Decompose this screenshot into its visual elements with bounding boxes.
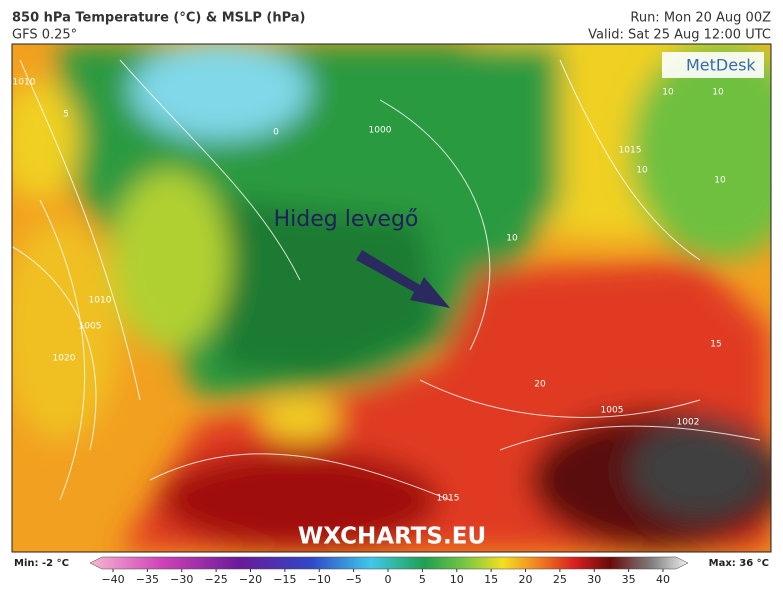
contour-label: 1015 bbox=[619, 146, 642, 156]
contour-label: 5 bbox=[63, 110, 69, 120]
contour-label: 10 bbox=[712, 88, 724, 98]
contour-label: 1005 bbox=[601, 406, 624, 416]
contour-label: 1015 bbox=[437, 494, 460, 504]
colorbar-tick-label: −40 bbox=[101, 573, 124, 586]
max-label: Max: 36 °C bbox=[709, 558, 769, 569]
contour-label: 20 bbox=[534, 380, 546, 390]
colorbar-tick-label: −25 bbox=[205, 573, 228, 586]
colorbar-tick-label: −5 bbox=[346, 573, 362, 586]
colorbar-tick-label: 15 bbox=[484, 573, 498, 586]
map-frame bbox=[11, 43, 772, 553]
colorbar-tick-label: 35 bbox=[622, 573, 636, 586]
colorbar-tick-label: 5 bbox=[419, 573, 426, 586]
contour-label: 10 bbox=[662, 88, 674, 98]
model: GFS 0.25° bbox=[12, 28, 77, 43]
contour-label: 1010 bbox=[13, 78, 36, 88]
colorbar-tick-label: −35 bbox=[136, 573, 159, 586]
contour-label: 1020 bbox=[53, 354, 76, 364]
contour-label: 10 bbox=[714, 176, 726, 186]
colorbar-tick-label: 20 bbox=[519, 573, 533, 586]
contour-label: 1010 bbox=[89, 296, 112, 306]
contour-label: 10 bbox=[636, 166, 648, 176]
colorbar-tick-label: 25 bbox=[553, 573, 567, 586]
brand: MetDesk bbox=[686, 56, 756, 75]
colorbar-tick-label: 40 bbox=[656, 573, 670, 586]
watermark: WXCHARTS.EU bbox=[298, 524, 486, 550]
colorbar-tick-label: −20 bbox=[239, 573, 262, 586]
title: 850 hPa Temperature (°C) & MSLP (hPa) bbox=[12, 11, 305, 26]
colorbar bbox=[89, 556, 689, 570]
colorbar-tick-label: −10 bbox=[308, 573, 331, 586]
contour-label: 1005 bbox=[79, 322, 102, 332]
colorbar-tick-label: −15 bbox=[273, 573, 296, 586]
arrow bbox=[356, 250, 450, 308]
contour-label: 0 bbox=[273, 128, 279, 138]
logo-box bbox=[662, 52, 764, 78]
contour-label: 10 bbox=[506, 234, 518, 244]
annotation: Hideg levegő bbox=[274, 207, 419, 232]
colorbar-tick-label: 30 bbox=[587, 573, 601, 586]
colorbar-tick-label: −30 bbox=[170, 573, 193, 586]
colorbar-tick-label: 0 bbox=[385, 573, 392, 586]
contour-label: 1002 bbox=[677, 418, 700, 428]
colorbar-tick-label: 10 bbox=[450, 573, 464, 586]
min-label: Min: -2 °C bbox=[14, 558, 69, 569]
run: Run: Mon 20 Aug 00Z bbox=[630, 11, 771, 26]
contour-label: 15 bbox=[710, 340, 721, 350]
valid: Valid: Sat 25 Aug 12:00 UTC bbox=[588, 28, 771, 43]
contour-label: 1000 bbox=[369, 126, 392, 136]
